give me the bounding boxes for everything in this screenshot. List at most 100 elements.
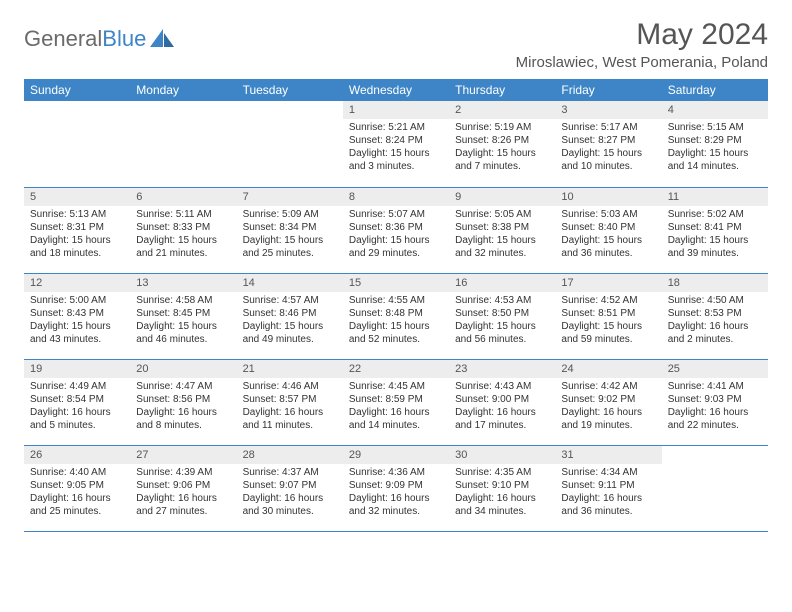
day-text: Sunrise: 5:11 AMSunset: 8:33 PMDaylight:…: [130, 206, 236, 264]
sunrise-line: Sunrise: 4:41 AM: [668, 380, 762, 393]
sunrise-line: Sunrise: 4:42 AM: [561, 380, 655, 393]
daylight-line: Daylight: 16 hours and 2 minutes.: [668, 320, 762, 346]
sunrise-line: Sunrise: 5:03 AM: [561, 208, 655, 221]
day-number: 14: [237, 274, 343, 292]
day-text: Sunrise: 4:34 AMSunset: 9:11 PMDaylight:…: [555, 464, 661, 522]
daylight-line: Daylight: 16 hours and 11 minutes.: [243, 406, 337, 432]
calendar-cell: 17Sunrise: 4:52 AMSunset: 8:51 PMDayligh…: [555, 273, 661, 359]
daylight-line: Daylight: 15 hours and 59 minutes.: [561, 320, 655, 346]
daylight-line: Daylight: 16 hours and 36 minutes.: [561, 492, 655, 518]
sunrise-line: Sunrise: 4:50 AM: [668, 294, 762, 307]
daylight-line: Daylight: 16 hours and 34 minutes.: [455, 492, 549, 518]
day-number: 2: [449, 101, 555, 119]
calendar-cell: 26Sunrise: 4:40 AMSunset: 9:05 PMDayligh…: [24, 445, 130, 531]
sunset-line: Sunset: 8:48 PM: [349, 307, 443, 320]
day-text: [130, 119, 236, 125]
day-header: Friday: [555, 79, 661, 101]
calendar-cell: 27Sunrise: 4:39 AMSunset: 9:06 PMDayligh…: [130, 445, 236, 531]
calendar-week: 12Sunrise: 5:00 AMSunset: 8:43 PMDayligh…: [24, 273, 768, 359]
sunrise-line: Sunrise: 5:05 AM: [455, 208, 549, 221]
sunset-line: Sunset: 8:27 PM: [561, 134, 655, 147]
day-text: Sunrise: 4:40 AMSunset: 9:05 PMDaylight:…: [24, 464, 130, 522]
day-number: 19: [24, 360, 130, 378]
day-number: 17: [555, 274, 661, 292]
sunrise-line: Sunrise: 5:19 AM: [455, 121, 549, 134]
calendar-cell: 6Sunrise: 5:11 AMSunset: 8:33 PMDaylight…: [130, 187, 236, 273]
sunrise-line: Sunrise: 5:13 AM: [30, 208, 124, 221]
calendar-cell: 4Sunrise: 5:15 AMSunset: 8:29 PMDaylight…: [662, 101, 768, 187]
sunset-line: Sunset: 8:45 PM: [136, 307, 230, 320]
daylight-line: Daylight: 15 hours and 18 minutes.: [30, 234, 124, 260]
daylight-line: Daylight: 15 hours and 10 minutes.: [561, 147, 655, 173]
sunset-line: Sunset: 8:59 PM: [349, 393, 443, 406]
sunrise-line: Sunrise: 5:02 AM: [668, 208, 762, 221]
daylight-line: Daylight: 15 hours and 29 minutes.: [349, 234, 443, 260]
day-text: Sunrise: 5:05 AMSunset: 8:38 PMDaylight:…: [449, 206, 555, 264]
day-number: 4: [662, 101, 768, 119]
day-number: 26: [24, 446, 130, 464]
sunrise-line: Sunrise: 4:37 AM: [243, 466, 337, 479]
sunrise-line: Sunrise: 4:55 AM: [349, 294, 443, 307]
day-number: 16: [449, 274, 555, 292]
sunrise-line: Sunrise: 5:07 AM: [349, 208, 443, 221]
daylight-line: Daylight: 16 hours and 17 minutes.: [455, 406, 549, 432]
day-number: 27: [130, 446, 236, 464]
daylight-line: Daylight: 15 hours and 46 minutes.: [136, 320, 230, 346]
calendar-cell: [662, 445, 768, 531]
daylight-line: Daylight: 16 hours and 19 minutes.: [561, 406, 655, 432]
calendar-cell: 11Sunrise: 5:02 AMSunset: 8:41 PMDayligh…: [662, 187, 768, 273]
title-block: May 2024 Miroslawiec, West Pomerania, Po…: [516, 18, 768, 71]
sunrise-line: Sunrise: 4:49 AM: [30, 380, 124, 393]
day-number: 11: [662, 188, 768, 206]
day-text: Sunrise: 4:49 AMSunset: 8:54 PMDaylight:…: [24, 378, 130, 436]
sunset-line: Sunset: 8:31 PM: [30, 221, 124, 234]
sunrise-line: Sunrise: 5:09 AM: [243, 208, 337, 221]
daylight-line: Daylight: 16 hours and 5 minutes.: [30, 406, 124, 432]
calendar-cell: [130, 101, 236, 187]
logo-text: GeneralBlue: [24, 26, 146, 52]
month-title: May 2024: [516, 18, 768, 52]
sunrise-line: Sunrise: 4:36 AM: [349, 466, 443, 479]
sunset-line: Sunset: 9:09 PM: [349, 479, 443, 492]
sunrise-line: Sunrise: 4:53 AM: [455, 294, 549, 307]
sunrise-line: Sunrise: 5:17 AM: [561, 121, 655, 134]
sunset-line: Sunset: 8:41 PM: [668, 221, 762, 234]
day-number: 28: [237, 446, 343, 464]
sunrise-line: Sunrise: 4:43 AM: [455, 380, 549, 393]
day-text: Sunrise: 4:53 AMSunset: 8:50 PMDaylight:…: [449, 292, 555, 350]
calendar-cell: 19Sunrise: 4:49 AMSunset: 8:54 PMDayligh…: [24, 359, 130, 445]
sunset-line: Sunset: 8:56 PM: [136, 393, 230, 406]
sunrise-line: Sunrise: 5:15 AM: [668, 121, 762, 134]
day-text: [662, 464, 768, 470]
sunrise-line: Sunrise: 4:45 AM: [349, 380, 443, 393]
calendar-cell: 24Sunrise: 4:42 AMSunset: 9:02 PMDayligh…: [555, 359, 661, 445]
daylight-line: Daylight: 16 hours and 32 minutes.: [349, 492, 443, 518]
sunset-line: Sunset: 9:07 PM: [243, 479, 337, 492]
calendar-cell: 8Sunrise: 5:07 AMSunset: 8:36 PMDaylight…: [343, 187, 449, 273]
logo-part1: General: [24, 26, 102, 51]
sunrise-line: Sunrise: 4:39 AM: [136, 466, 230, 479]
calendar-cell: 3Sunrise: 5:17 AMSunset: 8:27 PMDaylight…: [555, 101, 661, 187]
daylight-line: Daylight: 15 hours and 21 minutes.: [136, 234, 230, 260]
day-number: 5: [24, 188, 130, 206]
day-number: 24: [555, 360, 661, 378]
day-text: Sunrise: 5:03 AMSunset: 8:40 PMDaylight:…: [555, 206, 661, 264]
sunset-line: Sunset: 8:54 PM: [30, 393, 124, 406]
calendar-cell: 9Sunrise: 5:05 AMSunset: 8:38 PMDaylight…: [449, 187, 555, 273]
day-text: Sunrise: 4:37 AMSunset: 9:07 PMDaylight:…: [237, 464, 343, 522]
calendar-week: 26Sunrise: 4:40 AMSunset: 9:05 PMDayligh…: [24, 445, 768, 531]
day-text: Sunrise: 4:41 AMSunset: 9:03 PMDaylight:…: [662, 378, 768, 436]
sunset-line: Sunset: 8:57 PM: [243, 393, 337, 406]
logo-part2: Blue: [102, 26, 146, 51]
daylight-line: Daylight: 16 hours and 14 minutes.: [349, 406, 443, 432]
calendar-cell: 21Sunrise: 4:46 AMSunset: 8:57 PMDayligh…: [237, 359, 343, 445]
day-number: 23: [449, 360, 555, 378]
day-text: Sunrise: 4:36 AMSunset: 9:09 PMDaylight:…: [343, 464, 449, 522]
daylight-line: Daylight: 15 hours and 49 minutes.: [243, 320, 337, 346]
daylight-line: Daylight: 15 hours and 3 minutes.: [349, 147, 443, 173]
day-number: 1: [343, 101, 449, 119]
sunset-line: Sunset: 8:46 PM: [243, 307, 337, 320]
location: Miroslawiec, West Pomerania, Poland: [516, 54, 768, 71]
sunrise-line: Sunrise: 4:57 AM: [243, 294, 337, 307]
sunset-line: Sunset: 9:05 PM: [30, 479, 124, 492]
